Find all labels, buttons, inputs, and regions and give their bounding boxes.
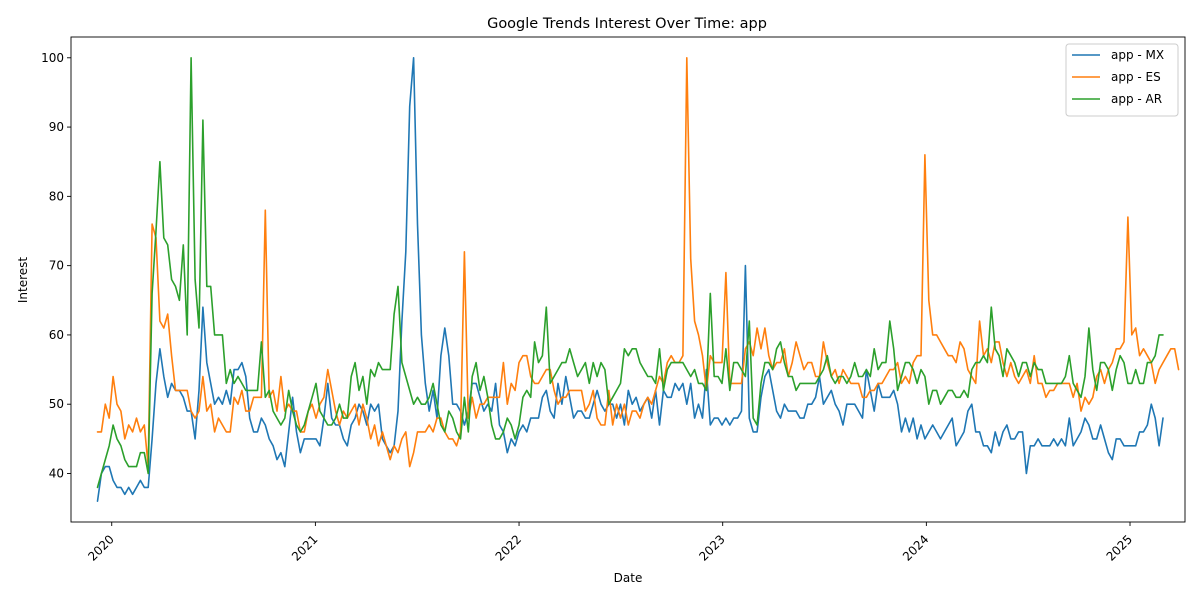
legend-label: app - MX xyxy=(1111,48,1164,62)
y-tick-label: 80 xyxy=(49,189,64,203)
legend-box xyxy=(1065,43,1179,117)
legend-label: app - AR xyxy=(1111,92,1162,106)
y-tick-label: 100 xyxy=(41,51,64,65)
series-line-app-mx xyxy=(96,56,1164,503)
chart-title: Google Trends Interest Over Time: app xyxy=(487,16,767,32)
series-line-app-ar xyxy=(96,56,1164,489)
legend: app - MX app - ES app - AR xyxy=(1065,43,1179,117)
y-axis-label: Interest xyxy=(16,257,30,304)
x-axis-label: Date xyxy=(614,571,643,585)
y-tick-label: 40 xyxy=(49,467,64,481)
plot-lines xyxy=(96,56,1180,503)
y-tick-label: 70 xyxy=(49,259,64,273)
y-tick-label: 60 xyxy=(49,328,64,342)
y-tick-label: 90 xyxy=(49,120,64,134)
series-line-app-es xyxy=(96,56,1180,468)
y-tick-label: 50 xyxy=(49,397,64,411)
y-axis: 40 50 60 70 80 90 100 xyxy=(41,51,71,481)
legend-label: app - ES xyxy=(1111,70,1161,84)
plot-frame xyxy=(70,36,1186,523)
